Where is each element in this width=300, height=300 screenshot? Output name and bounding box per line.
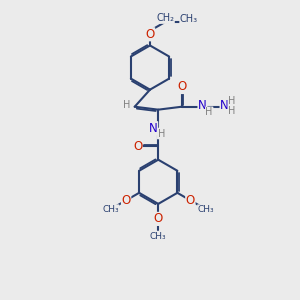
Text: H: H [123,100,130,110]
Text: O: O [177,80,186,94]
Text: N: N [149,122,158,135]
Text: O: O [122,194,131,207]
Text: H: H [158,129,165,139]
Text: H: H [206,107,213,117]
Text: O: O [186,194,195,207]
Text: CH₂: CH₂ [156,14,174,23]
Text: CH₃: CH₃ [198,205,214,214]
Text: CH₃: CH₃ [180,14,198,24]
Text: O: O [146,28,154,41]
Text: CH₃: CH₃ [102,205,119,214]
Text: N: N [220,99,229,112]
Text: CH₃: CH₃ [150,232,166,242]
Text: O: O [154,212,163,225]
Text: H: H [228,106,236,116]
Text: O: O [133,140,142,153]
Text: H: H [228,96,236,106]
Text: N: N [198,99,207,112]
